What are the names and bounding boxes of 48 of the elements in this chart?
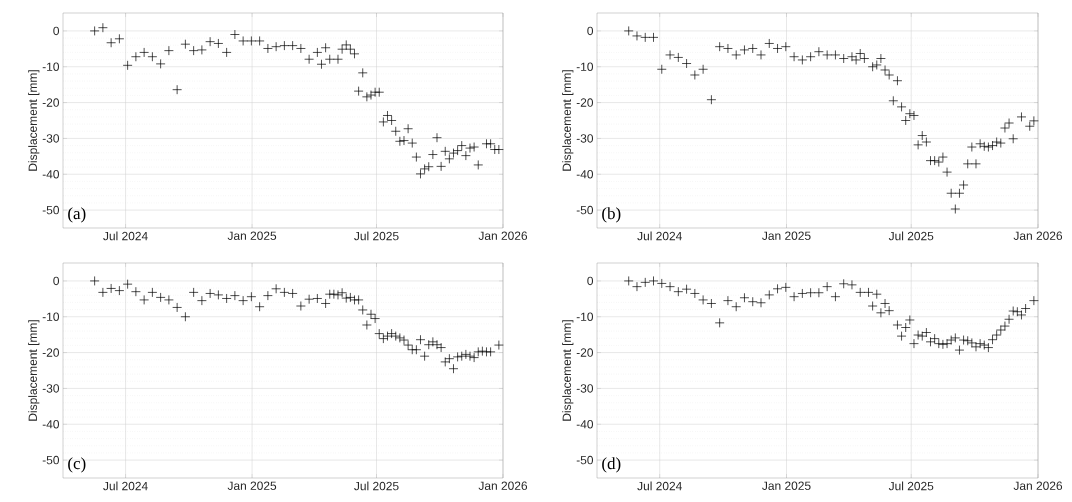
y-tick-label: -20 bbox=[576, 98, 594, 107]
y-tick-label: -40 bbox=[42, 170, 60, 179]
y-tick-label: -20 bbox=[576, 348, 594, 357]
y-tick-label: -50 bbox=[576, 455, 594, 465]
annotation: (a) bbox=[68, 207, 86, 223]
y-tick-label: -10 bbox=[576, 62, 594, 71]
y-tick-label: 0 bbox=[53, 26, 60, 36]
annotation: (b) bbox=[602, 207, 621, 223]
y-axis-title: Displacement [mm] bbox=[28, 70, 40, 171]
x-tick-label: Jan 2026 bbox=[478, 231, 528, 240]
y-tick-label: -50 bbox=[576, 205, 594, 215]
y-tick-label: 0 bbox=[587, 26, 594, 36]
y-tick-label: -40 bbox=[576, 420, 594, 429]
x-tick-label: Jul 2024 bbox=[103, 481, 148, 491]
y-tick-label: -30 bbox=[576, 134, 594, 143]
x-tick-label: Jul 2024 bbox=[637, 231, 682, 241]
y-axis-title: Displacement [mm] bbox=[28, 320, 40, 421]
x-tick-label: Jan 2026 bbox=[1013, 231, 1063, 240]
annotation: (c) bbox=[68, 457, 86, 473]
y-tick-label: -30 bbox=[576, 384, 594, 393]
y-tick-label: -30 bbox=[42, 384, 60, 393]
x-tick-label: Jan 2026 bbox=[1013, 481, 1063, 490]
annotation: (d) bbox=[602, 457, 621, 473]
y-tick-label: -30 bbox=[42, 134, 60, 143]
y-tick-label: -40 bbox=[576, 170, 594, 179]
x-tick-label: Jan 2025 bbox=[227, 481, 277, 490]
y-tick-label: -40 bbox=[42, 420, 60, 429]
y-axis-title: Displacement [mm] bbox=[562, 320, 574, 421]
y-tick-label: -20 bbox=[42, 98, 60, 107]
x-tick-label: Jan 2026 bbox=[478, 481, 528, 490]
x-tick-label: Jan 2025 bbox=[227, 231, 277, 240]
y-tick-label: -20 bbox=[42, 348, 60, 357]
x-tick-label: Jul 2025 bbox=[354, 231, 399, 241]
y-tick-label: 0 bbox=[53, 276, 60, 286]
y-tick-label: 0 bbox=[587, 276, 594, 286]
x-tick-label: Jul 2025 bbox=[888, 231, 934, 241]
x-tick-label: Jul 2024 bbox=[637, 481, 682, 491]
y-tick-label: -10 bbox=[576, 312, 594, 321]
y-tick-label: -50 bbox=[42, 455, 60, 465]
x-tick-label: Jul 2024 bbox=[103, 231, 148, 241]
y-tick-label: -10 bbox=[42, 312, 60, 321]
x-tick-label: Jul 2025 bbox=[888, 481, 934, 491]
y-tick-label: -10 bbox=[42, 62, 60, 71]
y-tick-label: -50 bbox=[42, 205, 60, 215]
x-tick-label: Jan 2025 bbox=[762, 231, 811, 240]
y-axis-title: Displacement [mm] bbox=[562, 70, 574, 171]
x-tick-label: Jul 2025 bbox=[354, 481, 399, 491]
x-tick-label: Jan 2025 bbox=[762, 481, 811, 490]
